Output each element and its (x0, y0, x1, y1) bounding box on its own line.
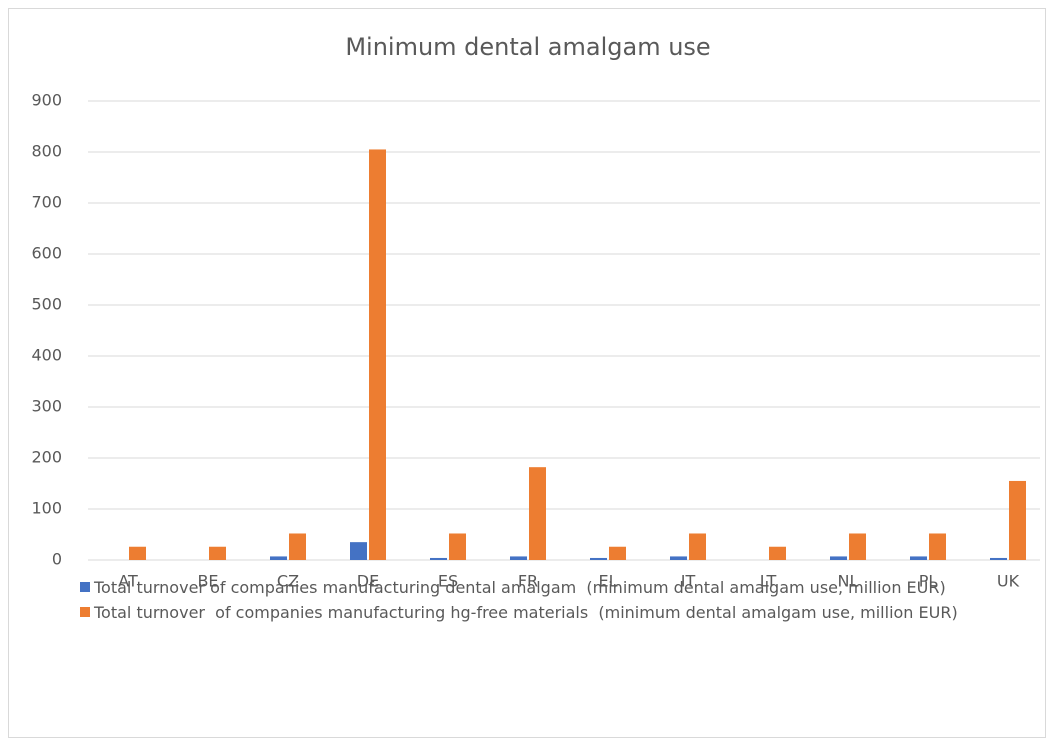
bar (849, 533, 866, 560)
bar (670, 556, 687, 560)
y-tick-label: 200 (31, 448, 62, 467)
bar (990, 557, 1007, 560)
legend-swatch (80, 582, 90, 592)
bar (369, 149, 386, 560)
bar (430, 557, 447, 560)
y-tick-label: 900 (31, 91, 62, 110)
chart-frame (8, 8, 1046, 738)
bar (449, 533, 466, 560)
x-tick-label: LT (760, 572, 777, 591)
bar (129, 546, 146, 560)
bar (769, 546, 786, 560)
y-tick-label: 100 (31, 499, 62, 518)
bar (289, 533, 306, 560)
x-tick-label: AT (118, 572, 138, 591)
bar (910, 556, 927, 560)
x-tick-label: IT (681, 572, 696, 591)
bar (1009, 480, 1026, 560)
legend-entry: Total turnover of companies manufacturin… (80, 601, 1020, 624)
bar (350, 542, 367, 560)
bar (529, 467, 546, 560)
bar (270, 556, 287, 560)
y-tick-label: 0 (52, 550, 62, 569)
x-tick-label: ES (438, 572, 458, 591)
x-tick-label: UK (997, 572, 1020, 591)
bar (510, 556, 527, 560)
x-tick-label: BE (197, 572, 218, 591)
y-tick-label: 700 (31, 193, 62, 212)
y-tick-label: 800 (31, 142, 62, 161)
legend: Total turnover of companies manufacturin… (80, 576, 1020, 626)
bar (689, 533, 706, 560)
y-tick-label: 300 (31, 397, 62, 416)
legend-label: Total turnover of companies manufacturin… (94, 578, 946, 597)
x-tick-label: PL (919, 572, 938, 591)
legend-entry: Total turnover of companies manufacturin… (80, 576, 1020, 599)
bar (209, 546, 226, 560)
legend-label: Total turnover of companies manufacturin… (94, 603, 958, 622)
bar (609, 546, 626, 560)
x-tick-label: NL (838, 572, 859, 591)
chart-title: Minimum dental amalgam use (345, 33, 710, 61)
bar (929, 533, 946, 560)
legend-swatch (80, 607, 90, 617)
y-tick-label: 500 (31, 295, 62, 314)
bar (830, 556, 847, 560)
x-tick-label: CZ (277, 572, 299, 591)
x-tick-label: FR (518, 572, 538, 591)
bar (590, 557, 607, 560)
y-tick-label: 400 (31, 346, 62, 365)
x-tick-label: EL (598, 572, 617, 591)
x-tick-label: DE (357, 572, 379, 591)
y-tick-label: 600 (31, 244, 62, 263)
